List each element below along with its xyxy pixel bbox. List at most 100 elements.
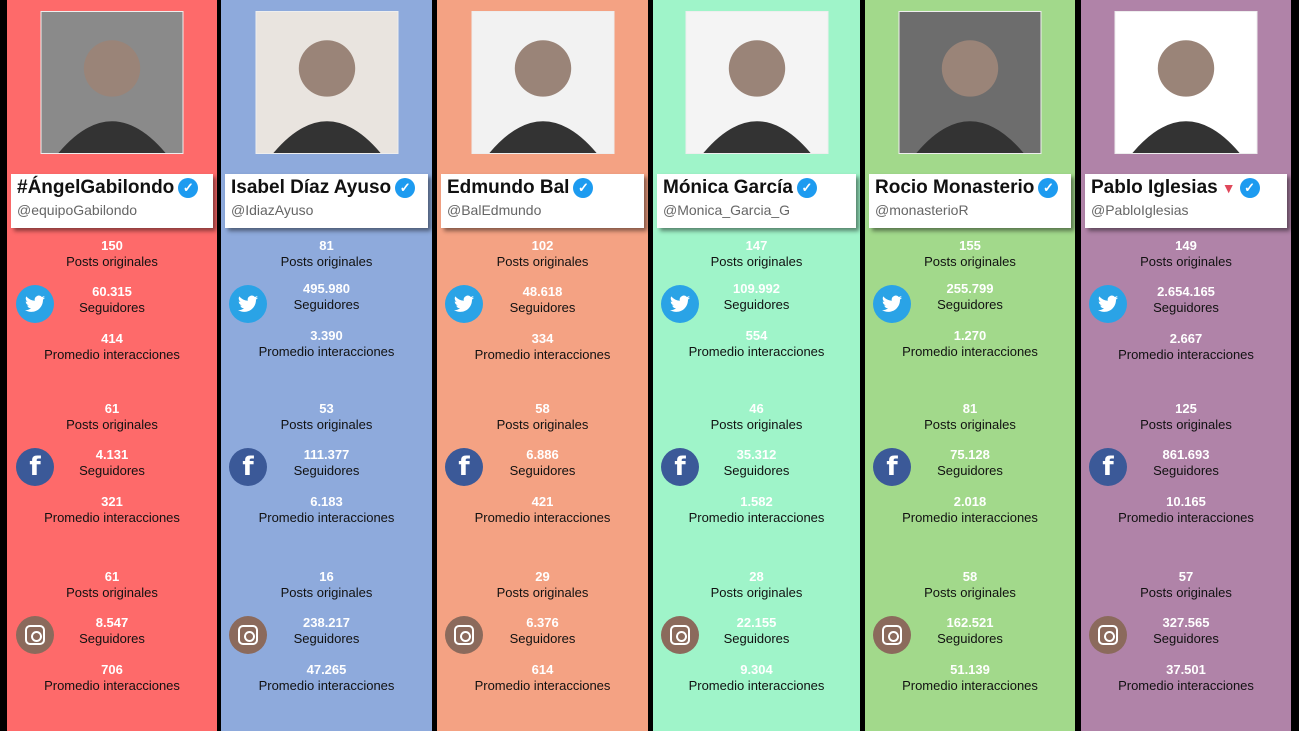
profile-card[interactable]: #ÁngelGabilondo ✓ @equipoGabilondo <box>11 174 213 228</box>
twitter-posts: 147 Posts originales <box>710 238 803 269</box>
twitter-icon <box>873 285 911 323</box>
facebook-interactions: 321 Promedio interacciones <box>44 494 180 525</box>
candidate-handle: @IdiazAyuso <box>231 202 314 218</box>
candidate-photo <box>898 11 1042 154</box>
instagram-icon <box>661 616 699 654</box>
instagram-posts: 57 Posts originales <box>1140 569 1232 600</box>
twitter-interactions: 1.270 Promedio interacciones <box>902 328 1038 359</box>
instagram-followers: 22.155 Seguidores <box>723 615 790 646</box>
candidate-handle: @equipoGabilondo <box>17 202 138 218</box>
facebook-followers: 35.312 Seguidores <box>723 447 790 478</box>
profile-card[interactable]: Rocio Monasterio ✓ @monasterioR <box>869 174 1071 228</box>
facebook-followers: 4.131 Seguidores <box>79 447 145 478</box>
facebook-icon: f <box>445 448 483 486</box>
candidate-name: Pablo Iglesias <box>1091 177 1218 198</box>
candidate-photo <box>255 11 398 154</box>
twitter-followers: 60.315 Seguidores <box>79 284 145 315</box>
twitter-posts: 149 Posts originales <box>1140 238 1232 269</box>
instagram-icon <box>1089 616 1127 654</box>
twitter-interactions: 414 Promedio interacciones <box>44 331 180 362</box>
twitter-followers: 255.799 Seguidores <box>937 281 1003 312</box>
candidate-column: Pablo Iglesias ▼ ✓ @PabloIglesias 149 Posts… <box>1081 0 1291 731</box>
candidate-handle: @PabloIglesias <box>1091 202 1189 218</box>
facebook-icon: f <box>1089 448 1127 486</box>
instagram-posts: 58 Posts originales <box>924 569 1016 600</box>
twitter-interactions: 3.390 Promedio interacciones <box>258 328 395 359</box>
candidate-name: Rocio Monasterio <box>875 177 1035 198</box>
verified-icon: ✓ <box>573 178 594 198</box>
facebook-icon: f <box>229 448 267 486</box>
facebook-icon: f <box>661 448 699 486</box>
candidate-photo <box>1114 11 1258 154</box>
twitter-interactions: 334 Promedio interacciones <box>474 331 611 362</box>
facebook-interactions: 6.183 Promedio interacciones <box>258 494 395 525</box>
candidate-name: #ÁngelGabilondo <box>17 177 175 198</box>
facebook-posts: 125 Posts originales <box>1140 401 1232 432</box>
facebook-followers: 6.886 Seguidores <box>509 447 576 478</box>
instagram-interactions: 706 Promedio interacciones <box>44 662 180 693</box>
profile-card[interactable]: Edmundo Bal ✓ @BalEdmundo <box>441 174 644 228</box>
instagram-followers: 8.547 Seguidores <box>79 615 145 646</box>
instagram-icon <box>16 616 54 654</box>
facebook-posts: 53 Posts originales <box>280 401 373 432</box>
twitter-followers: 495.980 Seguidores <box>293 281 360 312</box>
candidate-column: Isabel Díaz Ayuso ✓ @IdiazAyuso 81 Posts o… <box>221 0 432 731</box>
facebook-followers: 75.128 Seguidores <box>937 447 1003 478</box>
facebook-followers: 111.377 Seguidores <box>293 447 360 478</box>
facebook-interactions: 421 Promedio interacciones <box>474 494 611 525</box>
profile-card[interactable]: Isabel Díaz Ayuso ✓ @IdiazAyuso <box>225 174 428 228</box>
candidate-photo <box>40 11 184 154</box>
facebook-posts: 46 Posts originales <box>710 401 803 432</box>
twitter-icon <box>1089 285 1127 323</box>
twitter-interactions: 2.667 Promedio interacciones <box>1118 331 1254 362</box>
instagram-icon <box>873 616 911 654</box>
profile-card[interactable]: Mónica García ✓ @Monica_Garcia_G <box>657 174 856 228</box>
twitter-posts: 81 Posts originales <box>280 238 373 269</box>
verified-icon: ✓ <box>1038 178 1059 198</box>
facebook-posts: 58 Posts originales <box>496 401 589 432</box>
instagram-interactions: 614 Promedio interacciones <box>474 662 611 693</box>
twitter-posts: 150 Posts originales <box>66 238 158 269</box>
candidate-handle: @Monica_Garcia_G <box>663 202 791 218</box>
candidate-name: Isabel Díaz Ayuso <box>231 177 392 198</box>
facebook-interactions: 1.582 Promedio interacciones <box>688 494 825 525</box>
instagram-icon <box>229 616 267 654</box>
candidate-photo <box>685 11 828 154</box>
twitter-interactions: 554 Promedio interacciones <box>688 328 825 359</box>
candidate-photo <box>471 11 614 154</box>
profile-card[interactable]: Pablo Iglesias ▼ ✓ @PabloIglesias <box>1085 174 1287 228</box>
instagram-posts: 28 Posts originales <box>710 569 803 600</box>
rose-marker-icon: ▼ <box>1221 180 1236 196</box>
instagram-interactions: 37.501 Promedio interacciones <box>1118 662 1254 693</box>
candidate-name: Mónica García <box>663 177 793 198</box>
instagram-posts: 16 Posts originales <box>280 569 373 600</box>
facebook-posts: 81 Posts originales <box>924 401 1016 432</box>
verified-icon: ✓ <box>796 178 817 198</box>
verified-icon: ✓ <box>1239 178 1260 198</box>
instagram-followers: 6.376 Seguidores <box>509 615 576 646</box>
instagram-followers: 238.217 Seguidores <box>293 615 360 646</box>
twitter-posts: 155 Posts originales <box>924 238 1016 269</box>
twitter-icon <box>661 285 699 323</box>
twitter-icon <box>16 285 54 323</box>
facebook-icon: f <box>873 448 911 486</box>
twitter-icon <box>445 285 483 323</box>
candidate-column: Rocio Monasterio ✓ @monasterioR 155 Posts … <box>865 0 1075 731</box>
verified-icon: ✓ <box>178 178 199 198</box>
twitter-followers: 2.654.165 Seguidores <box>1153 284 1219 315</box>
facebook-interactions: 10.165 Promedio interacciones <box>1118 494 1254 525</box>
candidate-handle: @BalEdmundo <box>447 202 542 218</box>
instagram-interactions: 47.265 Promedio interacciones <box>258 662 395 693</box>
verified-icon: ✓ <box>395 178 416 198</box>
twitter-posts: 102 Posts originales <box>496 238 589 269</box>
facebook-interactions: 2.018 Promedio interacciones <box>902 494 1038 525</box>
candidate-column: Edmundo Bal ✓ @BalEdmundo 102 Posts origin… <box>437 0 648 731</box>
twitter-followers: 109.992 Seguidores <box>723 281 790 312</box>
candidate-name: Edmundo Bal <box>447 177 570 198</box>
instagram-interactions: 9.304 Promedio interacciones <box>688 662 825 693</box>
twitter-followers: 48.618 Seguidores <box>509 284 576 315</box>
candidate-handle: @monasterioR <box>875 202 969 218</box>
instagram-posts: 29 Posts originales <box>496 569 589 600</box>
facebook-followers: 861.693 Seguidores <box>1153 447 1219 478</box>
candidate-column: #ÁngelGabilondo ✓ @equipoGabilondo 150 Pos… <box>7 0 217 731</box>
